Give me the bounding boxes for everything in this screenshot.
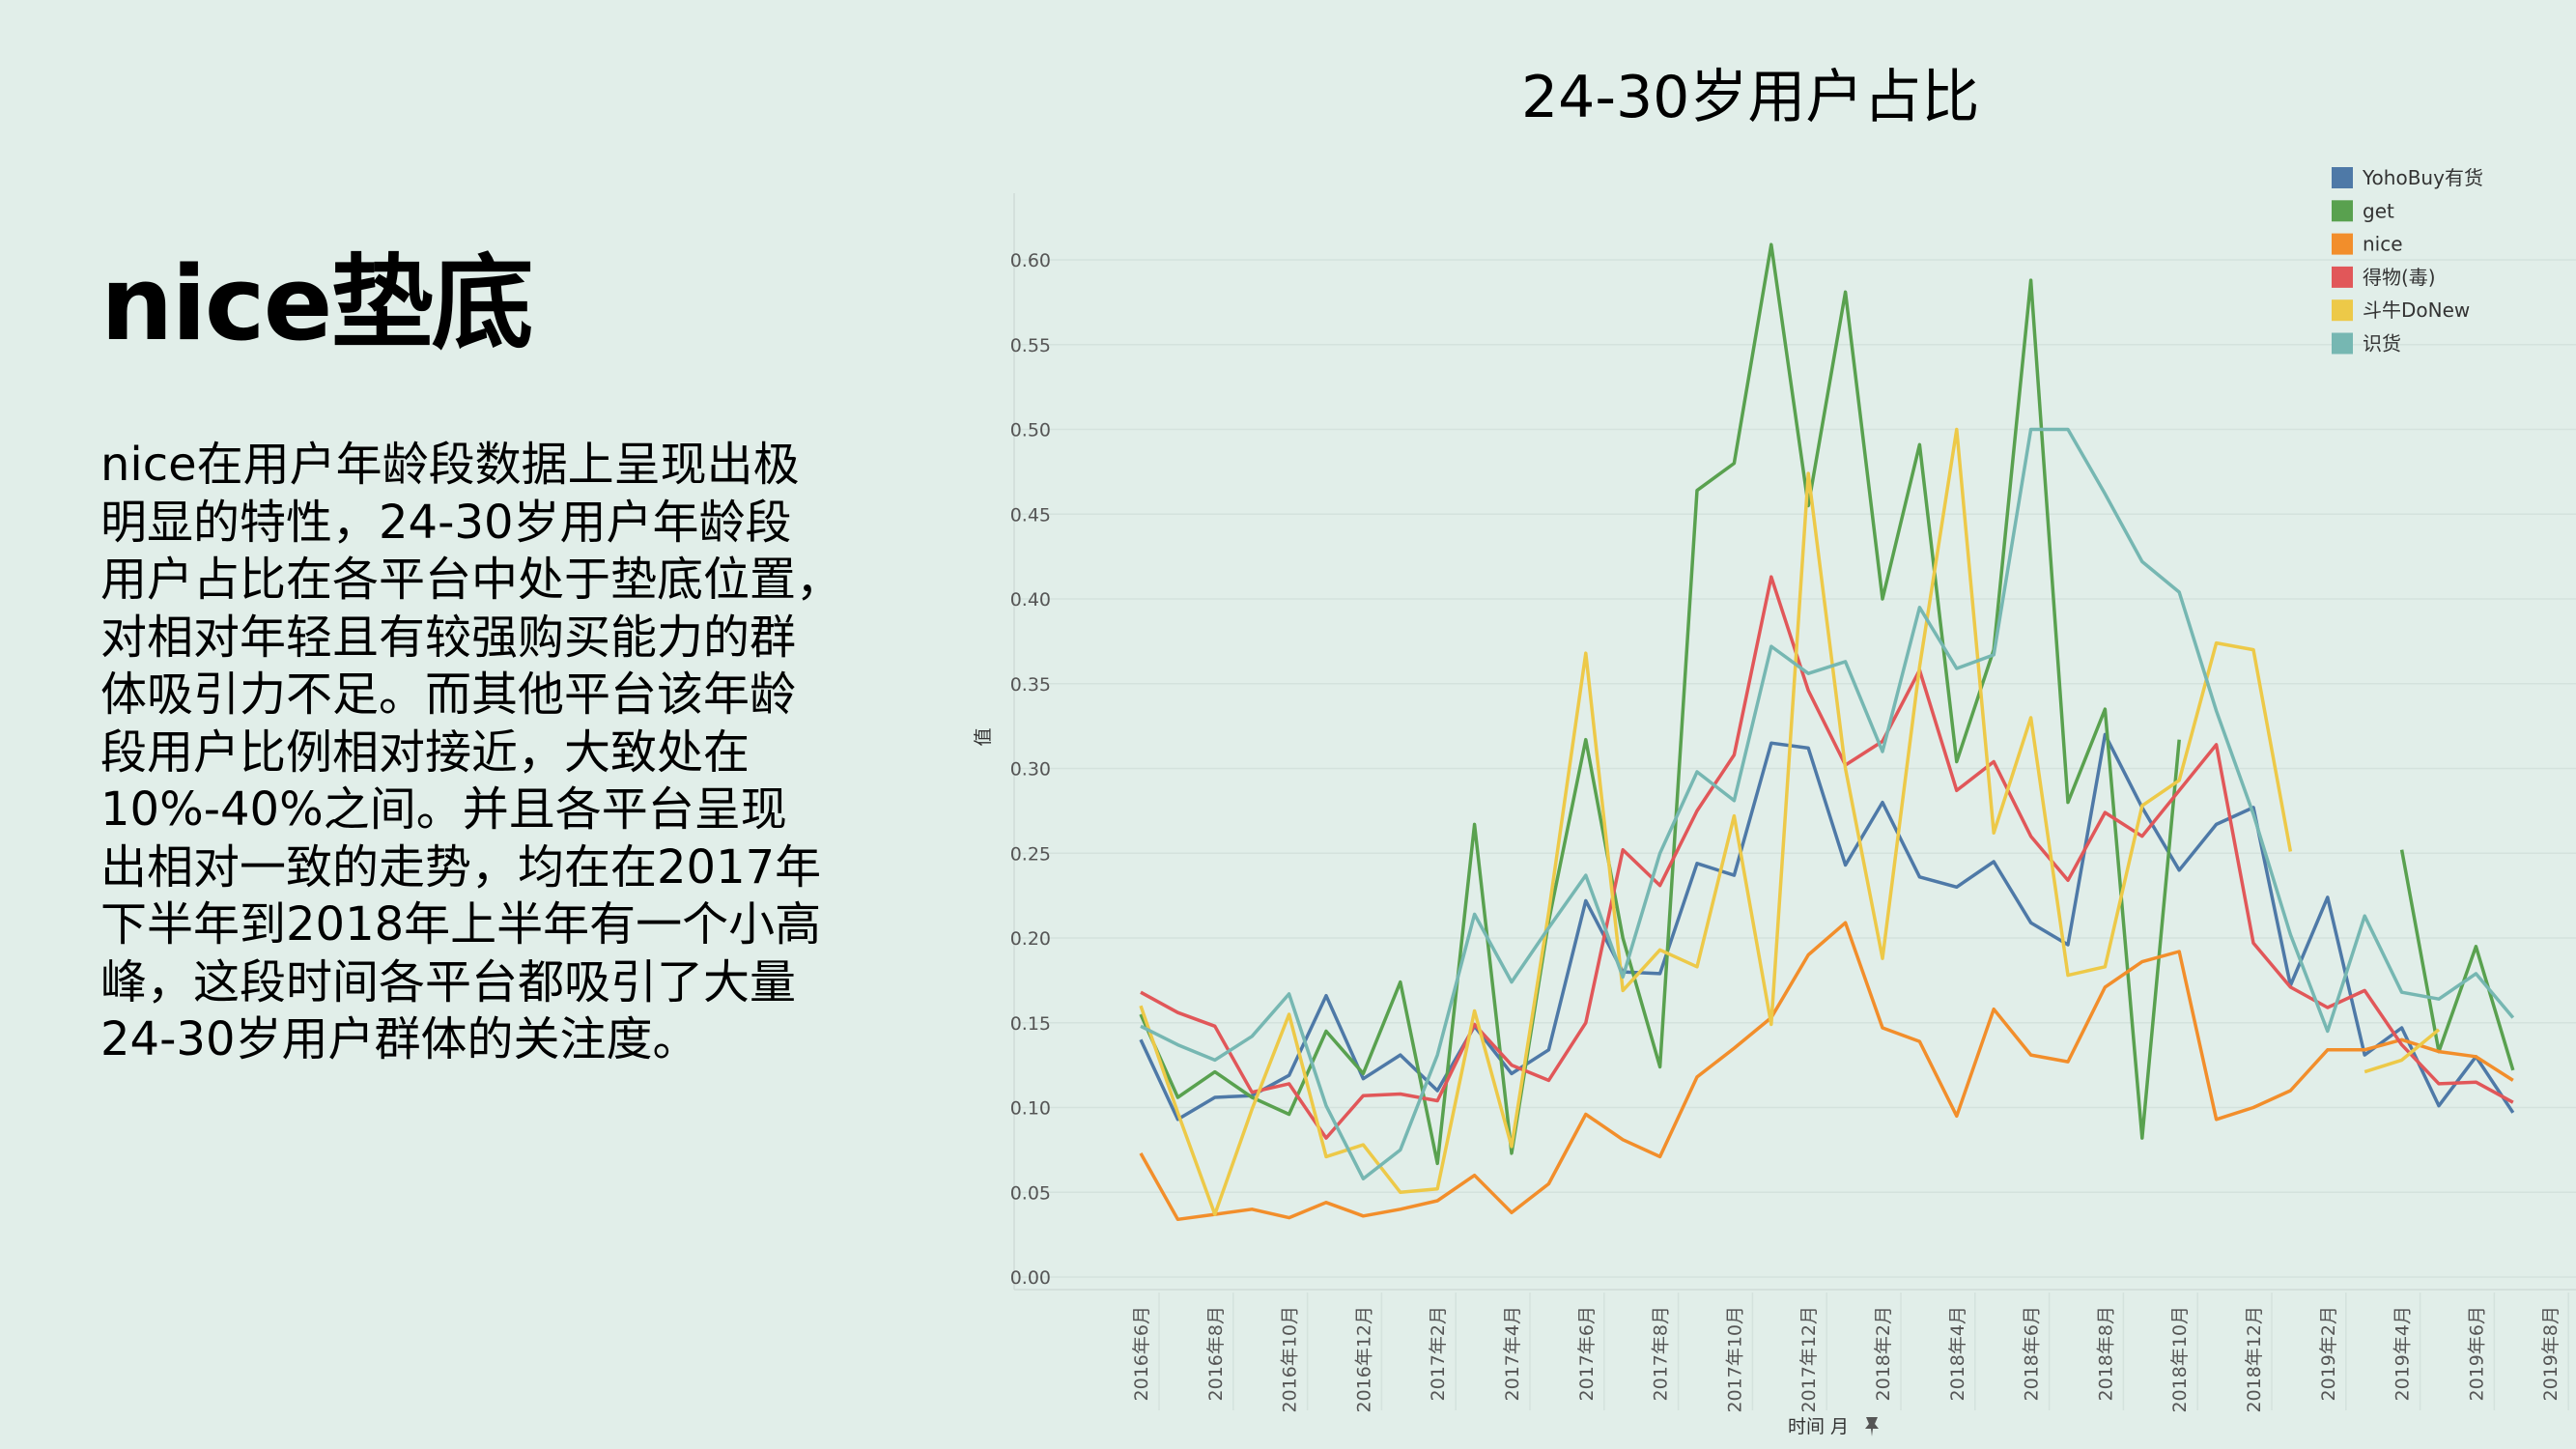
y-tick-label: 0.35 <box>1010 674 1051 696</box>
x-tick-label: 2017年8月 <box>1651 1306 1672 1401</box>
x-tick-label: 2018年10月 <box>2169 1306 2191 1413</box>
x-tick-label: 2018年6月 <box>2022 1306 2043 1401</box>
y-tick-label: 0.50 <box>1010 420 1051 441</box>
legend-swatch <box>2332 332 2353 355</box>
body-line: 段用户比例相对接近，大致处在 <box>100 724 750 780</box>
x-tick-label: 2019年6月 <box>2466 1306 2487 1401</box>
chart-title: 24-30岁用户占比 <box>1521 64 1980 131</box>
x-tick-label: 2016年12月 <box>1353 1306 1374 1413</box>
y-axis-label: 值 <box>973 727 994 746</box>
series-line[interactable] <box>1140 427 2515 1180</box>
x-tick-label: 2017年6月 <box>1576 1306 1598 1401</box>
x-tick-label: 2016年10月 <box>1280 1306 1301 1413</box>
x-tick-label: 2017年10月 <box>1724 1306 1745 1413</box>
legend-swatch <box>2332 266 2353 288</box>
x-tick-label: 2019年4月 <box>2392 1306 2414 1401</box>
x-tick-label: 2018年2月 <box>1873 1306 1894 1401</box>
series-line[interactable] <box>1139 732 2515 1122</box>
series-line[interactable] <box>1139 921 2514 1222</box>
x-tick-label: 2016年6月 <box>1131 1306 1152 1401</box>
x-tick-label: 2018年4月 <box>1947 1306 1968 1401</box>
y-tick-label: 0.20 <box>1010 928 1051 950</box>
x-tick-label: 2017年12月 <box>1798 1306 1820 1413</box>
body-line: 出相对一致的走势，均在在2017年 <box>100 839 822 895</box>
y-tick-label: 0.30 <box>1010 759 1051 781</box>
grid-layer <box>1013 193 2576 1410</box>
x-axis-ticks: 2016年6月 2016年8月 2016年10月 2016年12月 2017年2月 201… <box>1131 1306 2562 1413</box>
y-tick-label: 0.40 <box>1010 589 1051 611</box>
series-line[interactable] <box>1139 427 2441 1216</box>
body-line: 24-30岁用户群体的关注度。 <box>100 1012 699 1066</box>
legend-label[interactable]: 斗牛DoNew <box>2363 298 2470 322</box>
legend: YohoBuy有货 get nice 得物(毒) 斗牛DoNew 识货 <box>2332 166 2483 355</box>
y-tick-label: 0.60 <box>1010 250 1051 271</box>
legend-swatch <box>2332 200 2353 222</box>
body-line: 峰，这段时间各平台都吸引了大量 <box>100 954 797 1009</box>
series-line[interactable] <box>1139 242 2515 1166</box>
body-line: 明显的特性，24-30岁用户年龄段 <box>100 495 792 550</box>
body-line: 10%-40%之间。并且各平台呈现 <box>100 782 787 837</box>
body-line: nice在用户年龄段数据上呈现出极 <box>100 438 800 492</box>
legend-label[interactable]: 得物(毒) <box>2363 266 2436 289</box>
body-line: 体吸引力不足。而其他平台该年龄 <box>100 668 797 722</box>
x-tick-label: 2018年12月 <box>2244 1306 2265 1413</box>
slide-body: nice在用户年龄段数据上呈现出极 明显的特性，24-30岁用户年龄段 用户占比在各… <box>100 437 873 1069</box>
y-tick-label: 0.25 <box>1010 843 1051 865</box>
legend-label[interactable]: 识货 <box>2363 332 2401 355</box>
pin-icon[interactable] <box>1865 1417 1879 1436</box>
y-tick-label: 0.05 <box>1010 1182 1051 1204</box>
body-line: 对相对年轻且有较强购买能力的群 <box>100 610 797 665</box>
x-tick-label: 2016年8月 <box>1205 1306 1227 1401</box>
slide-title: nice垫底 <box>100 244 534 363</box>
legend-label[interactable]: get <box>2363 199 2394 222</box>
x-tick-label: 2019年2月 <box>2318 1306 2339 1401</box>
y-axis-ticks: 0.00 0.05 0.10 0.15 0.20 0.25 0.30 0.35 0.40 0.45… <box>1010 250 1051 1289</box>
y-tick-label: 0.10 <box>1010 1098 1051 1120</box>
series-line[interactable] <box>1140 575 2514 1140</box>
legend-swatch <box>2332 167 2353 188</box>
y-tick-label: 0.45 <box>1010 504 1051 526</box>
x-tick-label: 2017年2月 <box>1428 1306 1449 1401</box>
x-tick-label: 2019年8月 <box>2540 1306 2562 1401</box>
x-axis-label[interactable]: 时间 月 <box>1788 1416 1849 1437</box>
body-line: 用户占比在各平台中处于垫底位置， <box>100 553 843 607</box>
legend-label[interactable]: YohoBuy有货 <box>2362 166 2483 189</box>
series-lines <box>1139 242 2515 1222</box>
y-tick-label: 0.15 <box>1010 1013 1051 1035</box>
legend-swatch <box>2332 233 2353 255</box>
legend-label[interactable]: nice <box>2363 233 2403 256</box>
legend-swatch <box>2332 299 2353 322</box>
body-line: 下半年到2018年上半年有一个小高 <box>100 897 822 952</box>
y-tick-label: 0.00 <box>1010 1267 1051 1289</box>
x-tick-label: 2017年4月 <box>1502 1306 1523 1401</box>
x-tick-label: 2018年8月 <box>2095 1306 2116 1401</box>
y-tick-label: 0.55 <box>1010 335 1051 356</box>
